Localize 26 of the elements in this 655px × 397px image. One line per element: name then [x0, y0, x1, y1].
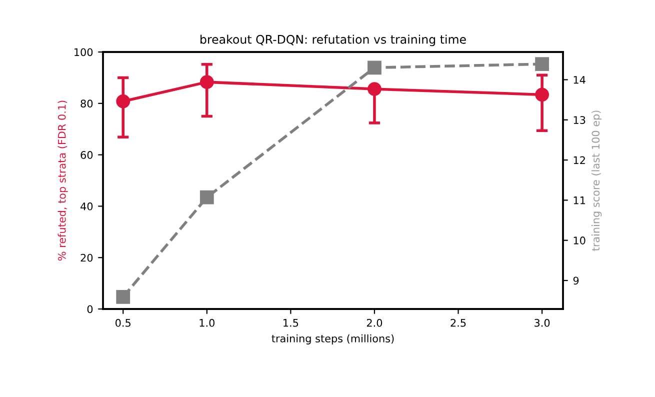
y2-tick-label: 14: [574, 76, 586, 84]
point: [368, 60, 382, 75]
y-tick-label: 20: [80, 254, 93, 262]
x-tick-label: 2.5: [450, 318, 466, 327]
x-tick-label: 0.5: [116, 318, 130, 327]
chart-title: breakout QR-DQN: refutation vs training time: [200, 34, 466, 46]
y-axis-title: % refuted, top strata (FDR 0.1): [58, 100, 68, 261]
y-tick-label: 100: [74, 48, 93, 56]
x-tick-label: 3.0: [534, 318, 550, 327]
point: [116, 290, 130, 304]
y2-tick-label: 10: [574, 236, 586, 244]
y2-tick-label: 12: [574, 156, 585, 164]
y-tick-label: 60: [80, 151, 93, 159]
x-tick-label: 2.0: [366, 318, 382, 327]
x-tick-label: 1.0: [200, 318, 214, 327]
point: [535, 57, 549, 71]
y2-tick-label: 11: [574, 196, 586, 204]
point: [200, 190, 214, 204]
y2-tick-label: 13: [574, 116, 586, 124]
y2-axis-title: training score (last 100 ep): [592, 110, 602, 251]
y-tick-label: 0: [87, 305, 93, 314]
y-tick-label: 80: [80, 100, 93, 108]
y-tick-label: 40: [80, 202, 93, 210]
x-tick-label: 1.5: [284, 319, 298, 327]
y2-tick-label: 9: [573, 276, 579, 285]
x-axis-title: training steps (millions): [272, 334, 394, 344]
